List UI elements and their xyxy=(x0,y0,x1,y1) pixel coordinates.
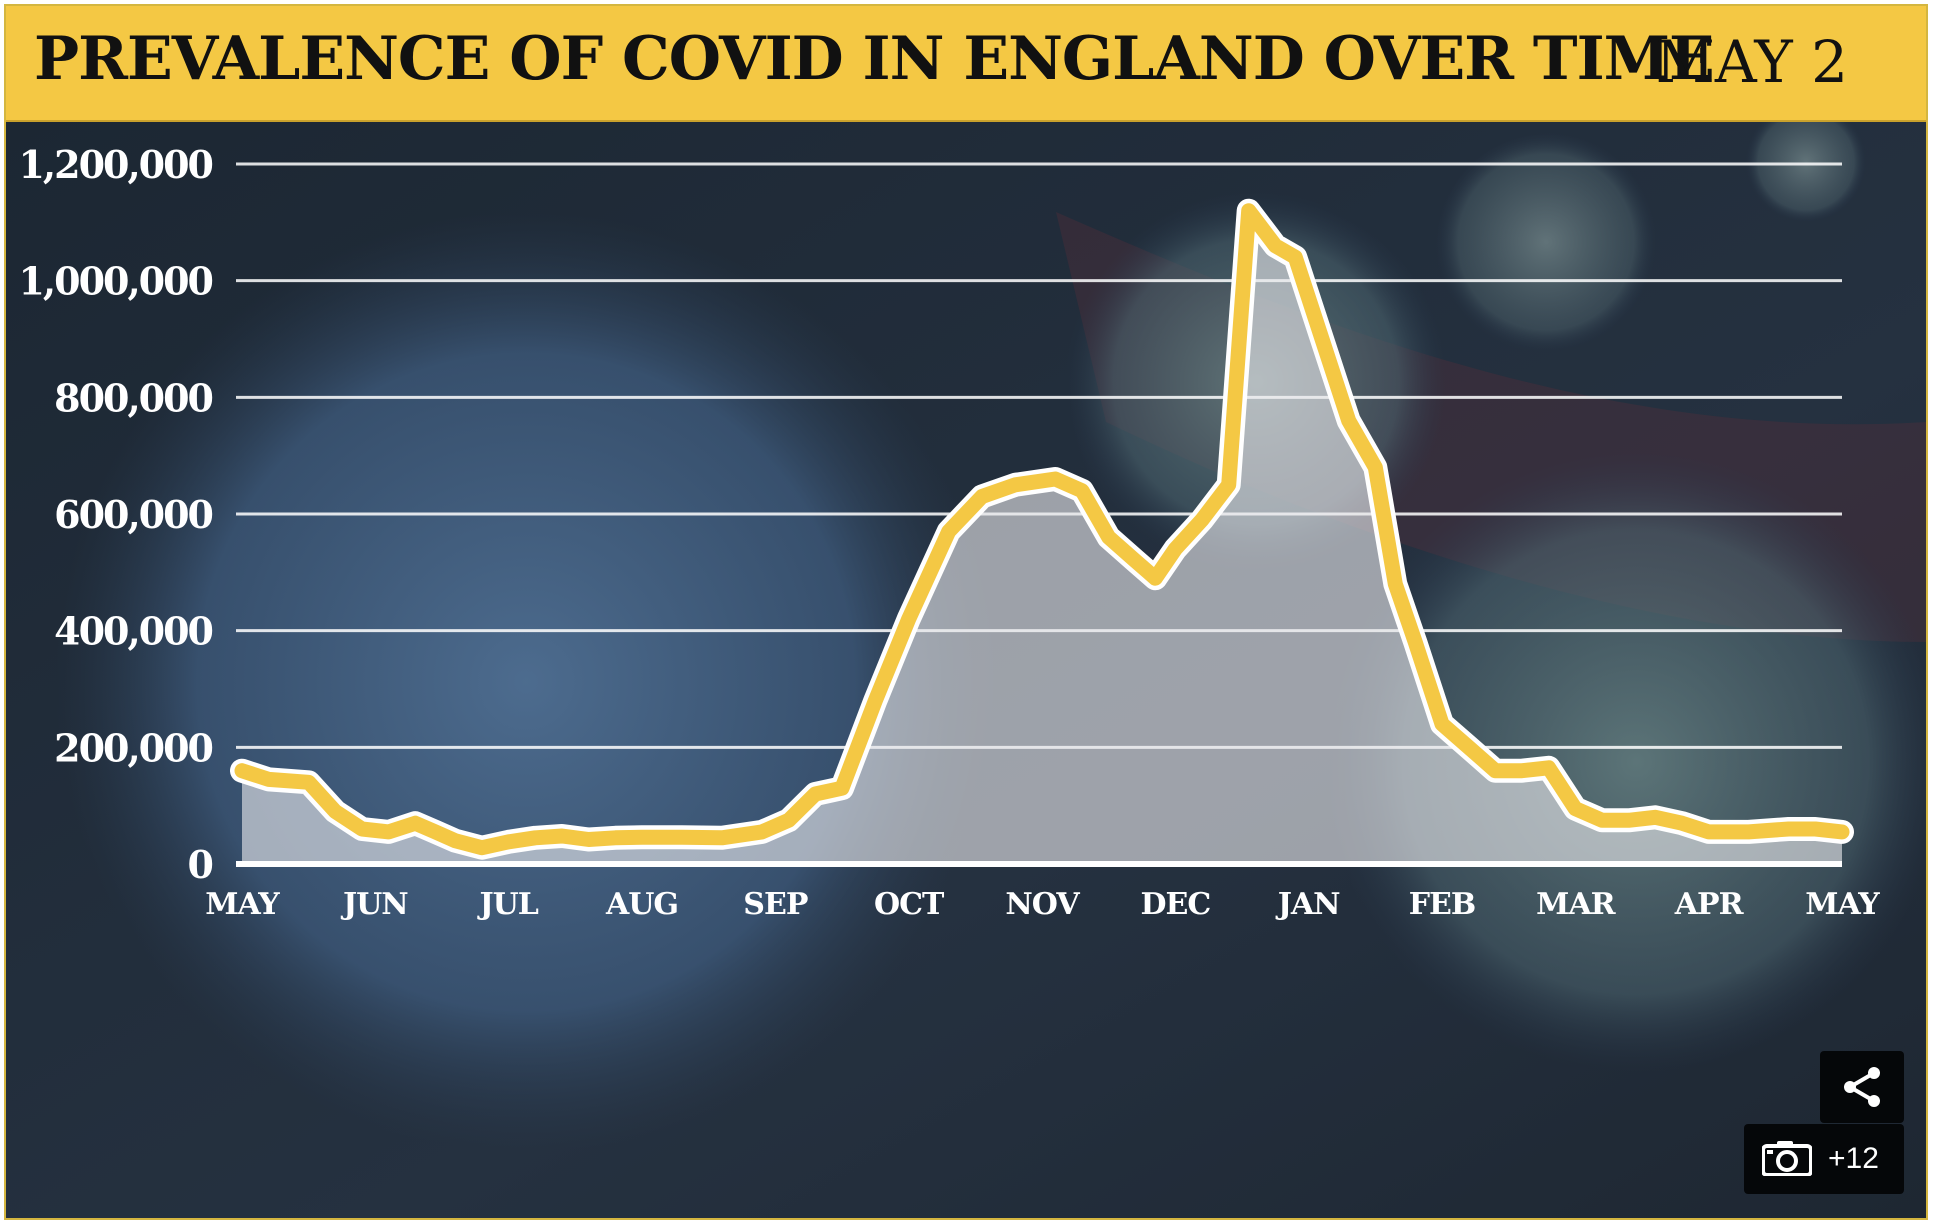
y-tick-label: 200,000 xyxy=(54,725,212,770)
chart-date: MAY 2 xyxy=(1655,28,1848,96)
x-tick-label: JAN xyxy=(1275,887,1340,922)
prevalence-area xyxy=(242,210,1842,864)
x-tick-label: AUG xyxy=(605,887,678,922)
x-tick-label: MAR xyxy=(1536,887,1616,922)
chart-header: PREVALENCE OF COVID IN ENGLAND OVER TIME… xyxy=(6,6,1926,122)
camera-icon xyxy=(1762,1141,1812,1176)
y-tick-label: 1,200,000 xyxy=(18,142,212,187)
x-tick-label: MAY xyxy=(1805,887,1880,922)
prevalence-chart: 0 200,000 400,000 600,000 800,000 1,000,000 1,… xyxy=(6,102,1926,1218)
x-tick-label: SEP xyxy=(743,887,808,922)
x-tick-label: OCT xyxy=(874,887,945,922)
chart-frame: PREVALENCE OF COVID IN ENGLAND OVER TIME… xyxy=(4,4,1928,1220)
chart-title: PREVALENCE OF COVID IN ENGLAND OVER TIME xyxy=(34,24,1715,94)
share-button[interactable] xyxy=(1820,1051,1904,1123)
background-decoration xyxy=(6,102,1926,1218)
prevalence-line xyxy=(234,203,1850,856)
y-tick-label: 0 xyxy=(188,842,213,887)
x-tick-label: JUL xyxy=(476,887,538,922)
chart-area: 0 200,000 400,000 600,000 800,000 1,000,000 1,… xyxy=(6,102,1926,1218)
x-tick-label: NOV xyxy=(1005,887,1080,922)
photo-count: +12 xyxy=(1828,1142,1879,1175)
y-axis-ticks: 0 200,000 400,000 600,000 800,000 1,000,000 1,… xyxy=(18,142,214,887)
y-tick-label: 600,000 xyxy=(54,492,212,537)
y-tick-label: 800,000 xyxy=(54,375,212,420)
photo-gallery-button[interactable]: +12 xyxy=(1744,1124,1904,1194)
y-tick-label: 400,000 xyxy=(54,609,212,654)
x-tick-label: MAY xyxy=(205,887,280,922)
x-tick-label: DEC xyxy=(1140,887,1210,922)
x-tick-label: JUN xyxy=(340,887,408,922)
x-tick-label: FEB xyxy=(1409,887,1476,922)
y-tick-label: 1,000,000 xyxy=(18,259,212,304)
share-icon xyxy=(1844,1067,1880,1107)
x-tick-label: APR xyxy=(1674,887,1745,922)
x-axis-ticks: MAY JUN JUL AUG SEP OCT NOV DEC JAN FEB MAR APR MAY xyxy=(205,887,1881,922)
